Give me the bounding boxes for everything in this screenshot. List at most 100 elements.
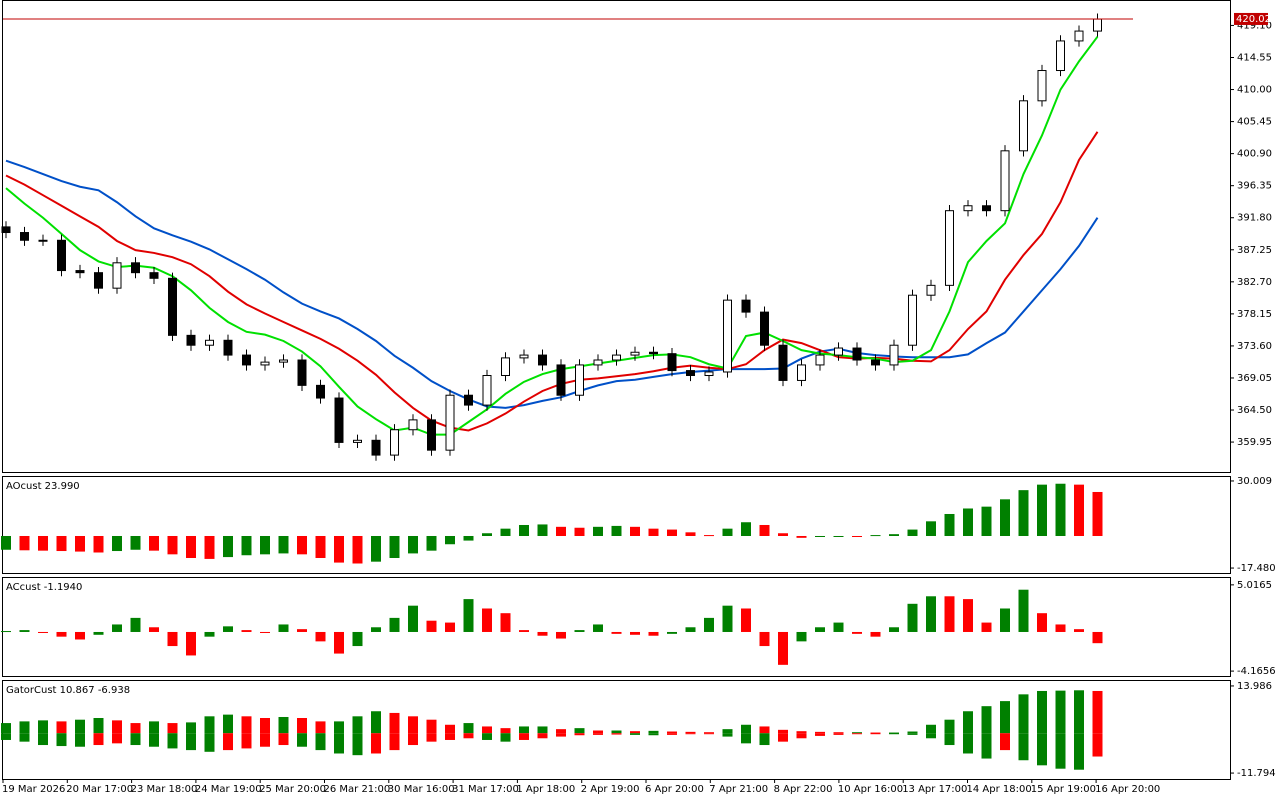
histogram-bar <box>907 603 918 632</box>
candle-body <box>575 364 584 396</box>
histogram-bar <box>815 535 825 537</box>
gator-up-bar <box>463 723 474 734</box>
candle-body <box>186 334 196 346</box>
gator-up-bar <box>371 711 381 734</box>
histogram-bar <box>630 526 640 536</box>
gator-down-bar <box>1018 733 1029 761</box>
histogram-bar <box>204 535 215 559</box>
y-tick-label: -11.794 <box>1237 768 1276 779</box>
gator-up-bar <box>944 719 955 734</box>
histogram-bar <box>537 524 548 536</box>
histogram-bar <box>278 535 289 554</box>
histogram-bar <box>1055 483 1066 536</box>
histogram-bar <box>852 535 862 537</box>
histogram-bar <box>352 535 363 564</box>
histogram-bar <box>630 631 640 635</box>
y-tick-label: -17.480 <box>1237 563 1276 574</box>
gator-down-bar <box>463 733 474 739</box>
indicator-label: AOcust 23.990 <box>6 481 80 492</box>
gator-up-bar <box>778 729 788 734</box>
histogram-bar <box>408 535 418 554</box>
gator-up-bar <box>278 716 289 734</box>
gator-up-bar <box>870 732 881 734</box>
gator-up-bar <box>667 731 677 734</box>
histogram-bar <box>186 535 196 558</box>
candle-body <box>427 419 436 451</box>
histogram-bar <box>537 631 548 636</box>
histogram-bar <box>93 535 104 553</box>
candle-body <box>168 277 177 336</box>
histogram-bar <box>186 631 196 656</box>
y-tick-label: 369.05 <box>1237 373 1272 384</box>
y-tick-label: -4.1656 <box>1237 666 1276 677</box>
gator-down-bar <box>389 733 400 751</box>
histogram-bar <box>778 631 788 665</box>
histogram-bar <box>56 535 67 552</box>
gator-up-bar <box>130 723 141 734</box>
gator-up-bar <box>93 718 104 734</box>
candle-body <box>353 439 362 443</box>
x-tick-label: 24 Mar 19:00 <box>195 784 262 795</box>
y-tick-label: 359.95 <box>1237 437 1272 448</box>
histogram-bar <box>75 631 85 640</box>
x-tick-label: 10 Apr 16:00 <box>838 784 903 795</box>
gator-down-bar <box>186 733 196 751</box>
gator-up-bar <box>556 729 566 734</box>
gator-down-bar <box>907 733 918 735</box>
candle-body <box>852 347 862 361</box>
histogram-bar <box>500 613 511 632</box>
histogram-bar <box>241 630 252 632</box>
histogram-bar <box>463 535 474 541</box>
x-tick-label: 14 Apr 18:00 <box>967 784 1032 795</box>
x-tick-label: 16 Apr 20:00 <box>1095 784 1160 795</box>
candle-body <box>1093 18 1102 32</box>
y-tick-label: 382.70 <box>1237 277 1272 288</box>
gator-down-bar <box>704 733 714 735</box>
histogram-bar <box>648 528 659 536</box>
candle-body <box>223 339 233 356</box>
indicator-label: GatorCust 10.867 -6.938 <box>6 685 130 696</box>
histogram-bar <box>482 533 492 536</box>
gator-up-bar <box>241 716 252 734</box>
gator-down-bar <box>981 733 992 759</box>
histogram-bar <box>149 535 159 551</box>
candle-body <box>260 361 270 366</box>
x-tick-label: 15 Apr 19:00 <box>1031 784 1096 795</box>
candle-body <box>538 354 547 366</box>
candle-body <box>75 270 85 274</box>
histogram-bar <box>1074 484 1084 536</box>
gator-up-bar <box>297 718 307 734</box>
histogram-bar <box>389 617 400 632</box>
gator-up-bar <box>38 720 48 734</box>
histogram-bar <box>1018 589 1029 632</box>
gator-up-bar <box>1092 690 1103 734</box>
x-tick-label: 31 Mar 17:00 <box>452 784 519 795</box>
candle-body <box>1 226 11 234</box>
candle-body <box>334 397 344 443</box>
gator-up-bar <box>1000 701 1010 734</box>
histogram-bar <box>1037 613 1047 632</box>
gator-up-bar <box>223 714 233 734</box>
histogram-bar <box>1037 484 1047 536</box>
candle-body <box>945 210 954 286</box>
gator-down-bar <box>648 733 659 736</box>
x-tick-label: 7 Apr 21:00 <box>709 784 768 795</box>
candle-body <box>1056 40 1065 72</box>
gator-up-bar <box>611 730 622 734</box>
histogram-bar <box>704 535 714 537</box>
histogram-bar <box>741 608 751 632</box>
x-tick-label: 26 Mar 21:00 <box>324 784 391 795</box>
gator-up-bar <box>889 732 899 734</box>
gator-up-bar <box>204 716 215 734</box>
histogram-bar <box>408 605 418 632</box>
histogram-bar <box>1055 624 1066 632</box>
histogram-bar <box>204 631 215 637</box>
gator-down-bar <box>1000 733 1010 751</box>
gator-up-bar <box>833 732 844 734</box>
gator-down-bar <box>537 733 548 739</box>
candle-body <box>760 311 769 346</box>
gator-down-bar <box>482 733 492 740</box>
candle-body <box>445 394 455 451</box>
histogram-bar <box>260 535 270 555</box>
y-tick-label: 378.15 <box>1237 309 1272 320</box>
